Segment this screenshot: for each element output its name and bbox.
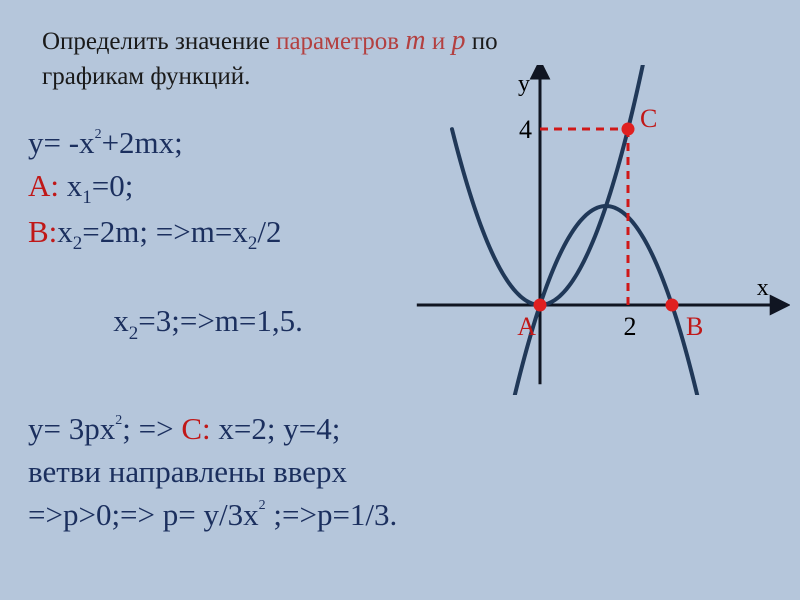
- eq2-l3-b: ;=>p=1/3.: [266, 497, 398, 532]
- svg-text:4: 4: [519, 115, 532, 144]
- var-m: m: [405, 25, 425, 56]
- graph: x y 4 2 A B C: [390, 65, 790, 395]
- eq1-A-label: A:: [28, 168, 59, 203]
- svg-text:B: B: [686, 312, 703, 341]
- svg-text:x: x: [757, 275, 769, 301]
- eq1-l1-a: y= -x: [28, 125, 95, 160]
- eq1-line2: A: x1=0;: [28, 165, 303, 211]
- eq1-line1: y= -x2+2mx;: [28, 122, 303, 165]
- eq1-l4-b: =3;=>m=1,5.: [138, 303, 303, 338]
- eq2-l3-exp: 2: [259, 498, 266, 513]
- svg-text:y: y: [518, 71, 530, 97]
- eq2-l1-exp: 2: [115, 413, 122, 428]
- eq1-l3-b: =2m; =>m=x: [82, 214, 248, 249]
- eq1-l3-sub1: 2: [73, 233, 83, 254]
- params-word: параметров: [276, 28, 405, 55]
- eq1-l3-c: /2: [257, 214, 281, 249]
- eq2-l3-a: =>p>0;=> p= y/3x: [28, 497, 259, 532]
- eq1-l1-b: +2mx;: [102, 125, 183, 160]
- eq1-B-label: B:: [28, 214, 57, 249]
- svg-text:2: 2: [624, 312, 637, 341]
- eq1-l3-sub2: 2: [248, 233, 258, 254]
- eq1-l2-tail: =0;: [92, 168, 134, 203]
- eq2-l1-c: x=2; y=4;: [211, 411, 341, 446]
- eq1-line4: x2=3;=>m=1,5.: [28, 258, 303, 390]
- title-line-1: Определить значение параметров m и p по: [42, 22, 642, 60]
- eq1-l4-a: x: [75, 303, 129, 338]
- title-text-b: по: [465, 28, 497, 55]
- equation-block-2: y= 3px2; => C: x=2; y=4; ветви направлен…: [28, 408, 397, 536]
- eq1-line3: B:x2=2m; =>m=x2/2: [28, 211, 303, 257]
- var-p: p: [451, 25, 465, 56]
- graph-svg: x y 4 2 A B C: [390, 65, 790, 395]
- params-and: и: [426, 28, 452, 55]
- svg-text:C: C: [640, 104, 657, 133]
- eq1-l2-sub: 1: [82, 187, 92, 208]
- eq2-C-label: C:: [181, 411, 210, 446]
- equation-block-1: y= -x2+2mx; A: x1=0; B:x2=2m; =>m=x2/2 x…: [28, 122, 303, 390]
- eq1-l1-exp: 2: [95, 127, 102, 142]
- eq2-line1: y= 3px2; => C: x=2; y=4;: [28, 408, 397, 451]
- eq1-l3-a: x: [57, 214, 73, 249]
- eq2-line3: =>p>0;=> p= y/3x2 ;=>p=1/3.: [28, 494, 397, 537]
- eq1-l2-rest: x: [59, 168, 82, 203]
- eq2-line2: ветви направлены вверх: [28, 451, 397, 494]
- eq2-l1-b: ; =>: [122, 411, 181, 446]
- eq2-l1-a: y= 3px: [28, 411, 115, 446]
- title-params: параметров m и p: [276, 28, 465, 55]
- eq1-l4-sub: 2: [129, 323, 139, 344]
- svg-text:A: A: [517, 312, 536, 341]
- title-text-a: Определить значение: [42, 28, 276, 55]
